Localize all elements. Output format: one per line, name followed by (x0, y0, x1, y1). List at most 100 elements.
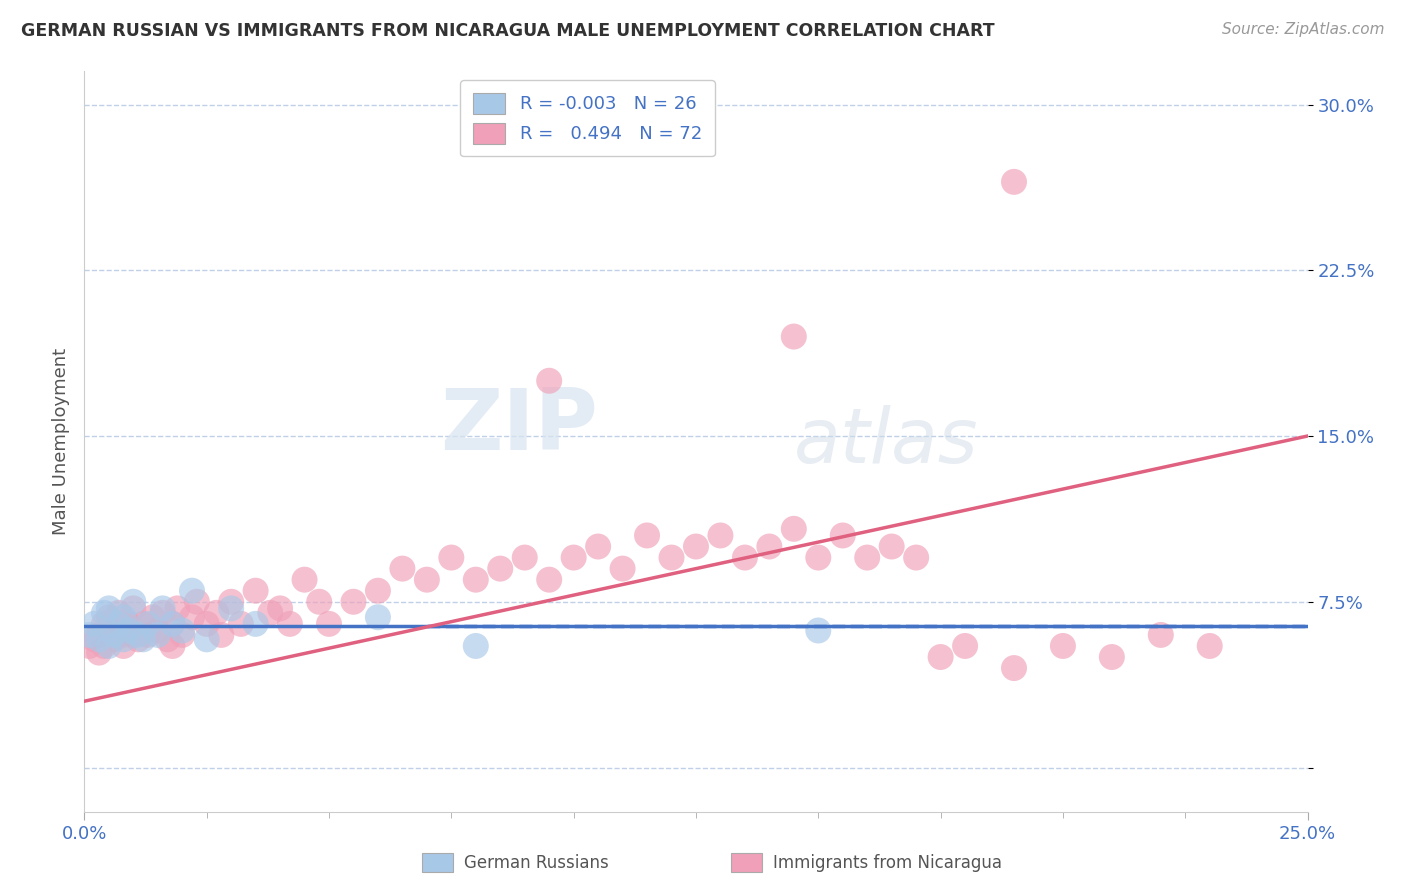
Point (661, 550, 683, 565)
Point (127, 628, 149, 642)
Point (103, 628, 125, 642)
Point (1198, 639, 1220, 653)
Point (1002, 661, 1025, 675)
Point (172, 628, 194, 642)
Point (122, 628, 145, 642)
Point (294, 573, 316, 587)
Text: Source: ZipAtlas.com: Source: ZipAtlas.com (1222, 22, 1385, 37)
Text: GERMAN RUSSIAN VS IMMIGRANTS FROM NICARAGUA MALE UNEMPLOYMENT CORRELATION CHART: GERMAN RUSSIAN VS IMMIGRANTS FROM NICARA… (21, 22, 994, 40)
Point (97, 624, 120, 638)
Point (186, 595, 208, 609)
Point (112, 610, 135, 624)
Point (146, 628, 169, 642)
Point (112, 628, 135, 642)
Legend: R = -0.003   N = 26, R =   0.494   N = 72: R = -0.003 N = 26, R = 0.494 N = 72 (460, 80, 714, 156)
Point (97, 601, 120, 615)
Point (856, 550, 879, 565)
Point (195, 616, 218, 631)
Point (181, 610, 204, 624)
Point (87, 646, 110, 660)
Point (269, 601, 291, 615)
Point (83, 616, 105, 631)
Point (612, 561, 634, 575)
Point (929, 650, 952, 665)
Point (1101, 650, 1123, 665)
Point (107, 616, 129, 631)
Point (156, 632, 179, 647)
Point (136, 628, 159, 642)
Text: Immigrants from Nicaragua: Immigrants from Nicaragua (773, 854, 1002, 871)
Point (162, 639, 184, 653)
Point (107, 606, 129, 620)
Point (219, 595, 242, 609)
Point (807, 550, 830, 565)
Point (195, 632, 218, 647)
Point (783, 329, 806, 343)
Point (93, 639, 115, 653)
Point (87, 632, 110, 647)
Text: ZIP: ZIP (440, 385, 598, 468)
Point (205, 606, 228, 620)
Point (562, 550, 585, 565)
Point (709, 528, 731, 542)
Point (831, 528, 853, 542)
Point (172, 624, 194, 638)
Point (122, 601, 145, 615)
Point (93, 616, 115, 631)
Point (229, 616, 252, 631)
Point (758, 540, 780, 554)
Point (416, 573, 439, 587)
Point (103, 632, 125, 647)
Point (162, 616, 184, 631)
Point (880, 540, 903, 554)
Text: German Russians: German Russians (464, 854, 609, 871)
Point (77, 628, 100, 642)
Point (112, 632, 135, 647)
Point (77, 639, 100, 653)
Point (342, 595, 364, 609)
Point (953, 639, 976, 653)
Point (259, 606, 281, 620)
Point (367, 583, 389, 598)
Y-axis label: Male Unemployment: Male Unemployment (52, 348, 70, 535)
Point (278, 616, 301, 631)
Point (1052, 639, 1074, 653)
Point (136, 616, 159, 631)
Point (209, 628, 232, 642)
Point (87, 628, 110, 642)
Point (489, 561, 512, 575)
Text: atlas: atlas (794, 405, 979, 478)
Point (117, 616, 139, 631)
Point (905, 550, 928, 565)
Point (181, 583, 204, 598)
Point (1150, 628, 1173, 642)
Point (685, 540, 707, 554)
Point (152, 606, 174, 620)
Point (97, 639, 120, 653)
Point (734, 550, 756, 565)
Point (464, 639, 486, 653)
Point (440, 550, 463, 565)
Point (318, 616, 340, 631)
Point (464, 573, 486, 587)
Point (538, 573, 561, 587)
Point (1002, 175, 1025, 189)
Point (586, 540, 609, 554)
Point (107, 616, 129, 631)
Point (142, 610, 165, 624)
Point (166, 601, 188, 615)
Point (146, 624, 169, 638)
Point (117, 624, 139, 638)
Point (538, 374, 561, 388)
Point (83, 632, 105, 647)
Point (783, 522, 806, 536)
Point (807, 624, 830, 638)
Point (132, 616, 155, 631)
Point (308, 595, 330, 609)
Point (367, 610, 389, 624)
Point (636, 528, 658, 542)
Point (122, 595, 145, 609)
Point (152, 601, 174, 615)
Point (245, 583, 267, 598)
Point (162, 616, 184, 631)
